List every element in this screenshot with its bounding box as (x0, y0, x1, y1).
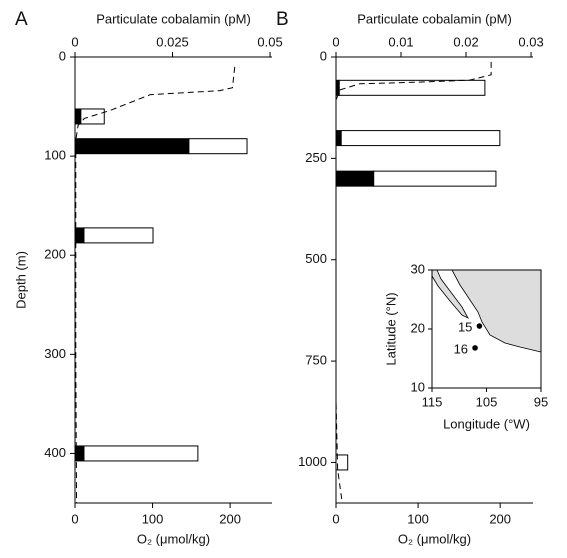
y-tick-label: 100 (44, 148, 66, 163)
top-tick-label: 0.01 (388, 34, 413, 49)
bottom-tick-label: 100 (407, 511, 429, 526)
bottom-tick-label: 0 (332, 511, 339, 526)
bottom-tick-label: 100 (142, 511, 164, 526)
bar-segment (335, 130, 342, 147)
y-tick-label: 20 (411, 320, 425, 335)
station-label: 16 (454, 341, 468, 356)
x-tick-label: 105 (476, 394, 498, 409)
x-tick-label: 115 (422, 394, 443, 409)
bar-segment (80, 108, 105, 125)
y-tick-label: 250 (305, 150, 327, 165)
bottom-tick-label: 200 (219, 511, 241, 526)
y-tick-label: 750 (305, 353, 327, 368)
x-axis-title: Longitude (°W) (443, 416, 530, 431)
bar-segment (338, 79, 486, 96)
top-axis-title: Particulate cobalamin (pM) (96, 11, 251, 26)
bottom-tick-label: 200 (489, 511, 511, 526)
bar-segment (74, 138, 190, 155)
o2-profile (75, 66, 236, 504)
panel-label: A (15, 9, 28, 30)
y-tick-label: 0 (320, 48, 327, 63)
bar-segment (188, 138, 248, 155)
top-tick-label: 0.025 (156, 34, 189, 49)
station (472, 345, 478, 351)
y-tick-label: 300 (44, 346, 66, 361)
y-tick-label: 0 (59, 48, 66, 63)
y-tick-label: 400 (44, 445, 66, 460)
top-tick-label: 0 (332, 34, 339, 49)
station-label: 15 (458, 319, 472, 334)
x-tick-label: 95 (534, 394, 548, 409)
bar-segment (335, 454, 349, 471)
y-tick-label: 200 (44, 247, 66, 262)
bottom-axis-title: O₂ (μmol/kg) (398, 531, 471, 546)
y-tick-label: 30 (411, 261, 425, 276)
bar-segment (83, 227, 154, 244)
o2-profile (335, 61, 492, 500)
y-tick-label: 500 (305, 251, 327, 266)
bar-segment (83, 445, 199, 462)
top-tick-label: 0.05 (257, 34, 282, 49)
panel-label: B (276, 9, 289, 30)
top-tick-label: 0.03 (518, 34, 543, 49)
y-axis-title: Latitude (°N) (383, 292, 398, 365)
y-tick-label: 10 (411, 379, 425, 394)
top-tick-label: 0.02 (453, 34, 478, 49)
station (476, 323, 483, 329)
y-axis-title: Depth (m) (13, 251, 28, 309)
top-axis-title: Particulate cobalamin (pM) (357, 11, 512, 26)
bar-segment (335, 170, 375, 187)
bar-segment (74, 227, 85, 244)
bar-segment (74, 108, 82, 125)
bar-segment (373, 170, 497, 187)
top-tick-label: 0 (71, 34, 78, 49)
bar-segment (340, 130, 501, 147)
y-tick-label: 1000 (298, 454, 327, 469)
bottom-tick-label: 0 (71, 511, 78, 526)
bottom-axis-title: O₂ (μmol/kg) (137, 531, 210, 546)
